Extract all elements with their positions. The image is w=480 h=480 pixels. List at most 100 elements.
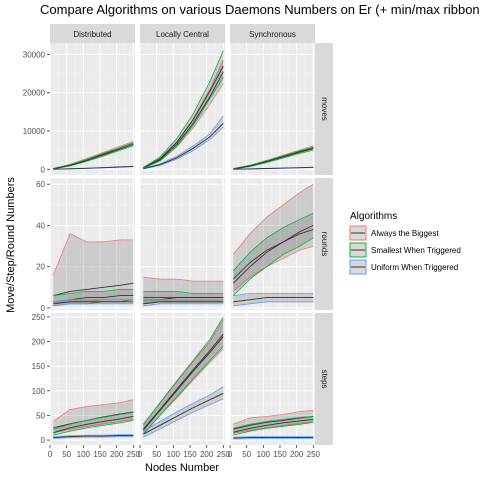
ribbon-min-line xyxy=(233,438,314,440)
ribbon-min-line xyxy=(143,303,224,307)
panel-rounds-synchronous xyxy=(232,183,314,307)
ribbon-max-line xyxy=(53,434,134,437)
min-max-ribbon xyxy=(143,386,224,438)
row-strip xyxy=(315,43,333,175)
x-tick-label: 200 xyxy=(290,450,304,459)
y-tick-label: 200 xyxy=(32,338,46,347)
column-strip-label: Distributed xyxy=(73,30,111,39)
panel-moves-synchronous xyxy=(233,145,314,170)
panel-background xyxy=(230,178,315,310)
mean-line xyxy=(143,392,224,435)
panel-steps-synchronous xyxy=(233,410,314,440)
ribbon-min-line xyxy=(233,301,314,307)
row-strip xyxy=(315,178,333,310)
y-tick-label: 30000 xyxy=(23,50,46,59)
mean-line xyxy=(53,143,134,170)
panel-steps-locally-central xyxy=(142,316,224,438)
ribbon-max-line xyxy=(143,50,224,168)
y-tick-label: 100 xyxy=(32,387,46,396)
row-strip-label: rounds xyxy=(320,232,329,256)
min-max-ribbon xyxy=(233,293,314,306)
row-strip xyxy=(315,313,333,445)
x-tick-label: 200 xyxy=(110,450,124,459)
x-tick-label: 150 xyxy=(93,450,107,459)
legend-label: Uniform When Triggered xyxy=(371,263,458,272)
panel-background xyxy=(230,43,315,175)
row-strip-label: steps xyxy=(320,369,329,388)
mean-line xyxy=(142,333,224,430)
panel-background xyxy=(140,178,225,310)
mean-line xyxy=(233,418,314,433)
mean-line xyxy=(53,301,134,305)
ribbon-max-line xyxy=(52,233,134,276)
ribbon-min-line xyxy=(233,149,314,170)
y-tick-label: 50 xyxy=(36,411,45,420)
x-tick-label: 0 xyxy=(138,450,143,459)
y-tick-label: 0 xyxy=(41,165,46,174)
x-tick-label: 250 xyxy=(127,450,141,459)
min-max-ribbon xyxy=(143,277,224,304)
ribbon-max-line xyxy=(233,212,314,272)
facet-strips: Distributed Locally Central Synchronous mov… xyxy=(50,24,333,445)
y-axis-title: Move/Step/Round Numbers xyxy=(5,177,17,313)
ribbon-max-line xyxy=(233,146,314,169)
y-tick-label: 10000 xyxy=(23,127,46,136)
y-tick-label: 0 xyxy=(41,436,46,445)
mean-line xyxy=(232,229,314,280)
column-strip xyxy=(50,24,135,43)
ribbon-min-line xyxy=(143,346,224,435)
ribbon-min-line xyxy=(53,419,134,434)
ribbon-max-line xyxy=(53,289,134,296)
ribbon-max-line xyxy=(233,293,314,296)
mean-line xyxy=(143,301,224,305)
min-max-ribbon xyxy=(233,213,314,296)
mean-line xyxy=(53,435,134,439)
column-strip-label: Locally Central xyxy=(156,30,209,39)
legend-label: Smallest When Triggered xyxy=(371,246,461,255)
panel-background xyxy=(50,178,135,310)
ribbon-min-line xyxy=(53,420,134,436)
ribbon-min-line xyxy=(233,237,314,296)
x-tick-label: 200 xyxy=(200,450,214,459)
min-max-ribbon xyxy=(233,184,314,292)
legend: Algorithms Always the Biggest Smallest Wh… xyxy=(349,211,461,275)
mean-line xyxy=(143,71,224,169)
mean-line xyxy=(233,297,314,303)
y-tick-label: 150 xyxy=(32,362,46,371)
column-strip xyxy=(140,24,225,43)
ribbon-max-line xyxy=(143,276,224,282)
min-max-ribbon xyxy=(53,299,134,306)
ribbon-min-line xyxy=(53,303,134,307)
mean-line xyxy=(233,148,314,170)
ribbon-min-line xyxy=(233,245,314,292)
panel-moves-distributed xyxy=(53,140,134,170)
x-tick-label: 50 xyxy=(152,450,161,459)
x-tick-label: 0 xyxy=(228,450,233,459)
ribbon-max-line xyxy=(232,183,314,255)
x-tick-label: 100 xyxy=(77,450,91,459)
ribbon-min-line xyxy=(233,421,314,434)
x-axis-title: Nodes Number xyxy=(145,462,219,474)
column-strip-label: Synchronous xyxy=(249,30,296,39)
mean-line xyxy=(53,415,134,434)
ribbon-max-line xyxy=(53,299,134,303)
x-tick-label: 0 xyxy=(48,450,53,459)
x-tick-label: 50 xyxy=(62,450,71,459)
x-tick-label: 100 xyxy=(167,450,181,459)
panel-rounds-locally-central xyxy=(143,276,224,307)
ribbon-max-line xyxy=(53,399,134,422)
min-max-ribbon xyxy=(53,399,134,433)
ribbon-max-line xyxy=(53,140,134,169)
ribbon-max-line xyxy=(143,291,224,294)
min-max-ribbon xyxy=(143,299,224,306)
y-tick-label: 20 xyxy=(36,263,45,272)
panel-background xyxy=(50,43,135,175)
y-tick-label: 0 xyxy=(41,304,46,313)
x-tick-label: 250 xyxy=(307,450,321,459)
panel-steps-distributed xyxy=(53,399,134,439)
y-tick-label: 250 xyxy=(32,313,46,322)
mean-line xyxy=(232,224,314,284)
mean-line xyxy=(143,65,224,169)
mean-line xyxy=(53,282,134,297)
ribbon-min-line xyxy=(143,77,224,169)
